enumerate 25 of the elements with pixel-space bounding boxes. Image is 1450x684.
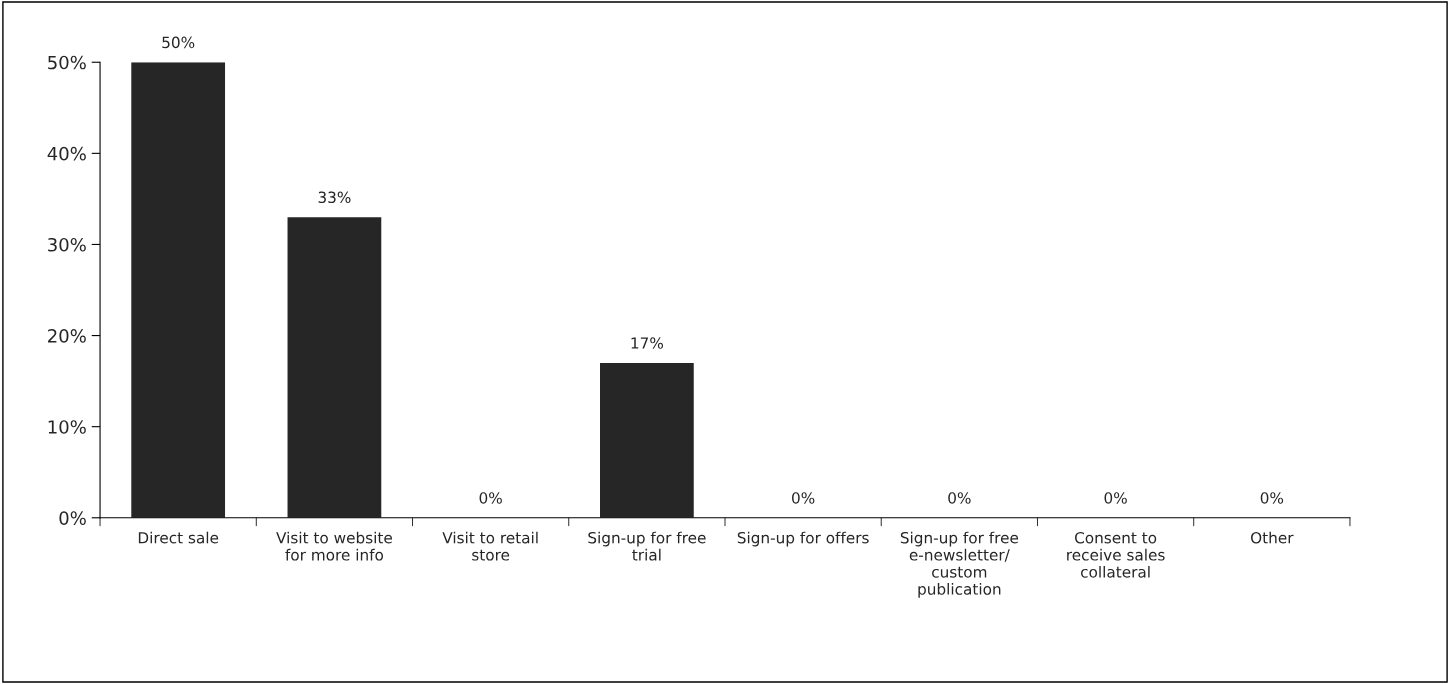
x-tick-label: Sign-up for free trial xyxy=(588,531,706,561)
bar xyxy=(600,362,694,518)
bar xyxy=(287,217,382,518)
y-tick-label: 50% xyxy=(48,55,86,70)
data-label: 50% xyxy=(162,36,195,49)
x-tick-label: Sign-up for free e-newsletter/ custom publication xyxy=(900,531,1019,598)
y-tick-label: 30% xyxy=(48,237,86,252)
data-label: 0% xyxy=(1260,492,1284,504)
data-label: 33% xyxy=(318,191,351,204)
x-tick-label: Consent to receive sales collateral xyxy=(1067,531,1165,578)
y-tick-label: 20% xyxy=(48,329,86,343)
data-label: 17% xyxy=(631,337,664,349)
x-tick-label: Direct sale xyxy=(138,531,219,544)
y-tick-label: 40% xyxy=(47,146,86,161)
data-label: 0% xyxy=(479,492,502,504)
data-label: 0% xyxy=(792,492,815,504)
x-tick-label: Visit to retail store xyxy=(442,531,538,561)
y-tick-label: 10% xyxy=(48,420,86,434)
bar xyxy=(131,62,226,518)
data-label: 0% xyxy=(948,492,971,504)
x-tick-label: Visit to website for more info xyxy=(276,531,392,561)
y-tick-label: 0% xyxy=(59,511,86,525)
x-tick-label: Sign-up for offers xyxy=(737,531,869,547)
data-label: 0% xyxy=(1104,492,1127,504)
x-tick-label: Other xyxy=(1251,531,1294,544)
